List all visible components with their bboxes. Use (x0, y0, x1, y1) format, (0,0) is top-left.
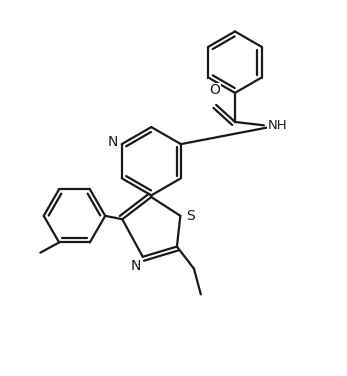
Text: NH: NH (268, 119, 287, 132)
Text: N: N (107, 135, 118, 149)
Text: N: N (131, 259, 141, 273)
Text: O: O (209, 83, 220, 97)
Text: S: S (186, 209, 195, 223)
